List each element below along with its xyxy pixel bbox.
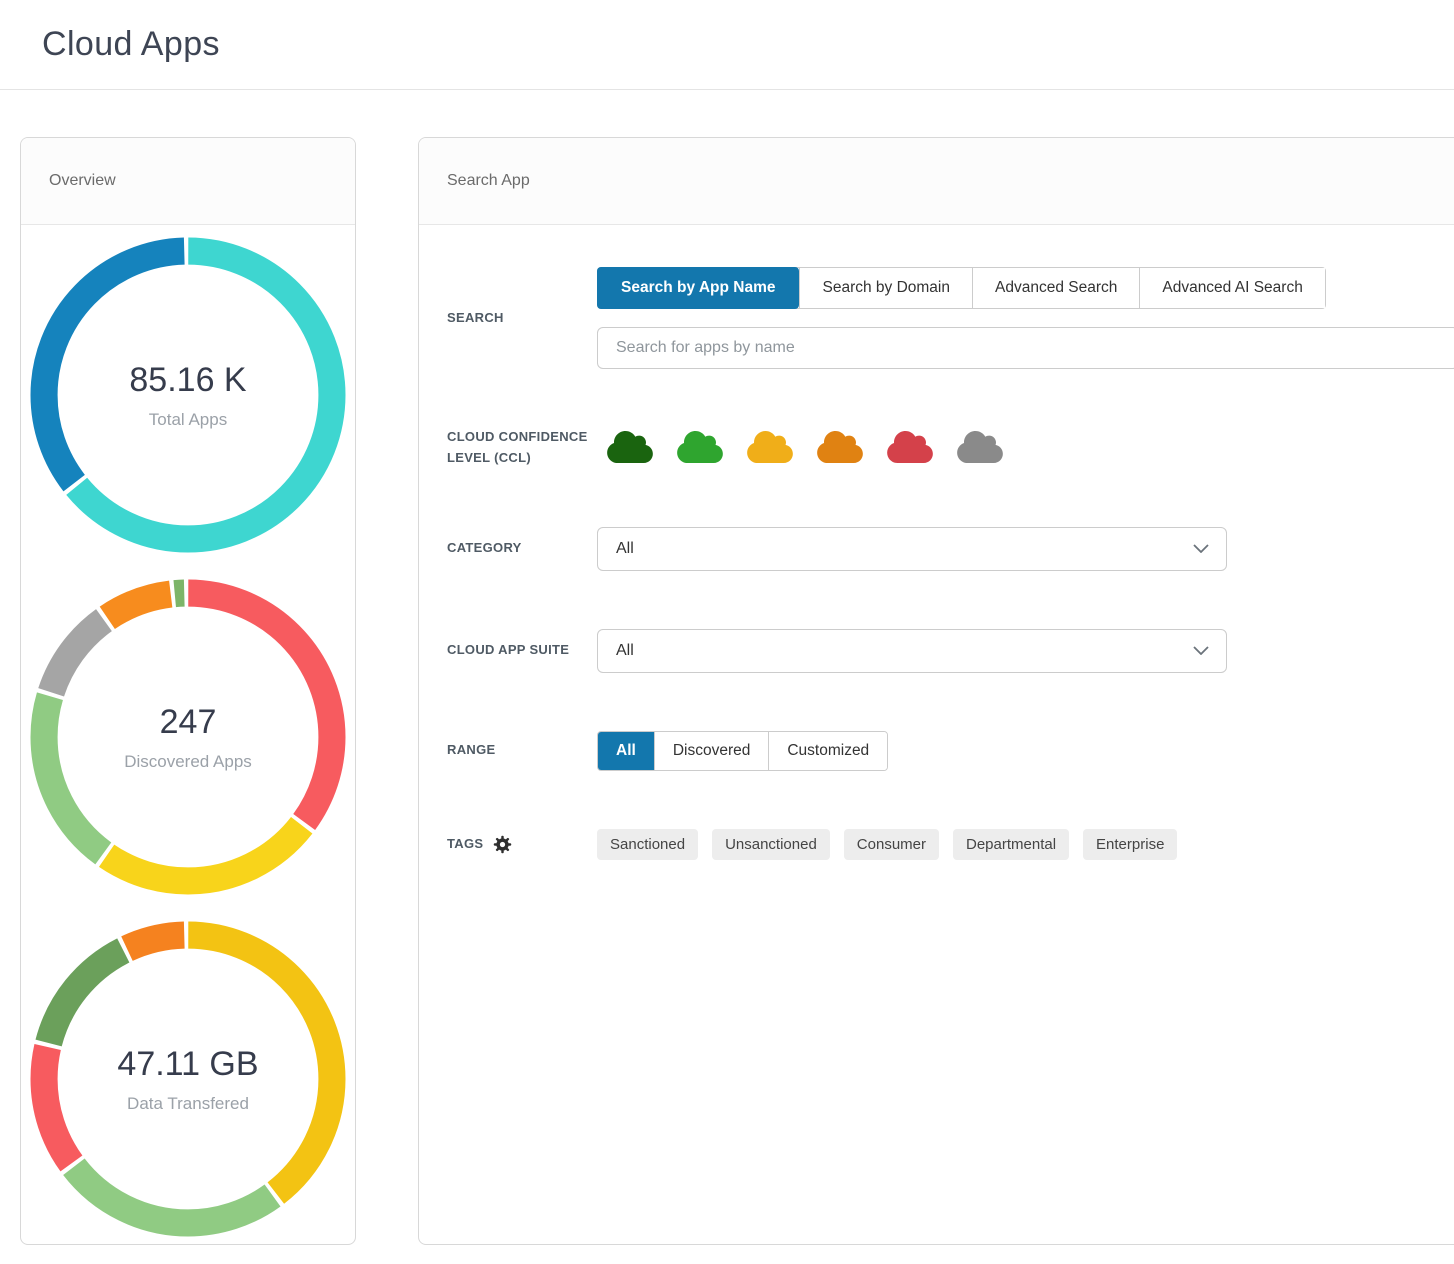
search-app-panel-body: SEARCH Search by App Name Search by Doma… bbox=[419, 225, 1454, 860]
chevron-down-icon bbox=[1193, 642, 1209, 660]
category-label: CATEGORY bbox=[447, 540, 522, 556]
tags-label-group: TAGS bbox=[447, 834, 597, 855]
search-app-panel-title: Search App bbox=[447, 172, 530, 189]
range-option-customized[interactable]: Customized bbox=[768, 731, 888, 770]
content-area: Overview 85.16 K Total Apps 247 Discover… bbox=[0, 90, 1454, 1245]
search-input[interactable] bbox=[597, 327, 1454, 369]
cloud-app-suite-select[interactable]: All bbox=[597, 628, 1227, 673]
cloud-app-suite-select-value: All bbox=[616, 641, 634, 659]
tags-label: TAGS bbox=[447, 835, 484, 851]
tag-chip-enterprise[interactable]: Enterprise bbox=[1083, 828, 1178, 860]
tab-search-by-domain[interactable]: Search by Domain bbox=[799, 268, 972, 308]
search-label: SEARCH bbox=[447, 309, 504, 325]
tab-advanced-ai-search[interactable]: Advanced AI Search bbox=[1139, 268, 1325, 308]
tab-advanced-search[interactable]: Advanced Search bbox=[972, 268, 1140, 308]
cloud-icon-yellow[interactable] bbox=[747, 431, 793, 463]
tab-search-by-app-name[interactable]: Search by App Name bbox=[597, 267, 800, 309]
ccl-cloud-filters bbox=[597, 427, 1003, 463]
page-title: Cloud Apps bbox=[42, 25, 220, 63]
chevron-down-icon bbox=[1193, 540, 1209, 558]
tags-row: TAGS bbox=[447, 828, 1454, 860]
donut-chart-discovered-apps: 247 Discovered Apps bbox=[30, 579, 346, 895]
cloud-app-suite-row: CLOUD APP SUITE All bbox=[447, 628, 1454, 673]
page-header: Cloud Apps bbox=[0, 0, 1454, 90]
ccl-label: CLOUD CONFIDENCE LEVEL (CCL) bbox=[447, 429, 588, 465]
tag-chip-list: Sanctioned Unsanctioned Consumer Departm… bbox=[597, 828, 1178, 860]
search-row: SEARCH Search by App Name Search by Doma… bbox=[447, 267, 1454, 369]
range-button-group: All Discovered Customized bbox=[597, 730, 889, 771]
category-select[interactable]: All bbox=[597, 526, 1227, 571]
cloud-icon-red[interactable] bbox=[887, 431, 933, 463]
category-row: CATEGORY All bbox=[447, 526, 1454, 571]
ccl-row: CLOUD CONFIDENCE LEVEL (CCL) bbox=[447, 427, 1454, 469]
overview-panel-body: 85.16 K Total Apps 247 Discovered Apps 4… bbox=[21, 225, 355, 1237]
gear-icon[interactable] bbox=[492, 834, 513, 855]
category-select-value: All bbox=[616, 539, 634, 557]
overview-panel: Overview 85.16 K Total Apps 247 Discover… bbox=[20, 137, 356, 1245]
range-option-discovered[interactable]: Discovered bbox=[653, 731, 769, 770]
cloud-icon-green[interactable] bbox=[677, 431, 723, 463]
range-option-all[interactable]: All bbox=[598, 731, 654, 770]
cloud-icon-gray[interactable] bbox=[957, 431, 1003, 463]
search-tabs: Search by App Name Search by Domain Adva… bbox=[597, 267, 1326, 309]
range-row: RANGE All Discovered Customized bbox=[447, 730, 1454, 771]
overview-panel-title: Overview bbox=[49, 172, 116, 189]
search-app-panel-header: Search App bbox=[419, 138, 1454, 225]
range-label: RANGE bbox=[447, 742, 496, 758]
cloud-icon-orange[interactable] bbox=[817, 431, 863, 463]
donut-chart-total-apps: 85.16 K Total Apps bbox=[30, 237, 346, 553]
tag-chip-departmental[interactable]: Departmental bbox=[953, 828, 1070, 860]
search-app-panel: Search App SEARCH Search by App Name Sea… bbox=[418, 137, 1454, 1245]
search-controls: Search by App Name Search by Domain Adva… bbox=[597, 267, 1454, 369]
tag-chip-consumer[interactable]: Consumer bbox=[843, 828, 939, 860]
tag-chip-sanctioned[interactable]: Sanctioned bbox=[597, 828, 699, 860]
cloud-icon-dark-green[interactable] bbox=[607, 431, 653, 463]
donut-chart-data-transfered: 47.11 GB Data Transfered bbox=[30, 921, 346, 1237]
overview-panel-header: Overview bbox=[21, 138, 355, 225]
tag-chip-unsanctioned[interactable]: Unsanctioned bbox=[712, 828, 830, 860]
cloud-app-suite-label: CLOUD APP SUITE bbox=[447, 642, 570, 658]
